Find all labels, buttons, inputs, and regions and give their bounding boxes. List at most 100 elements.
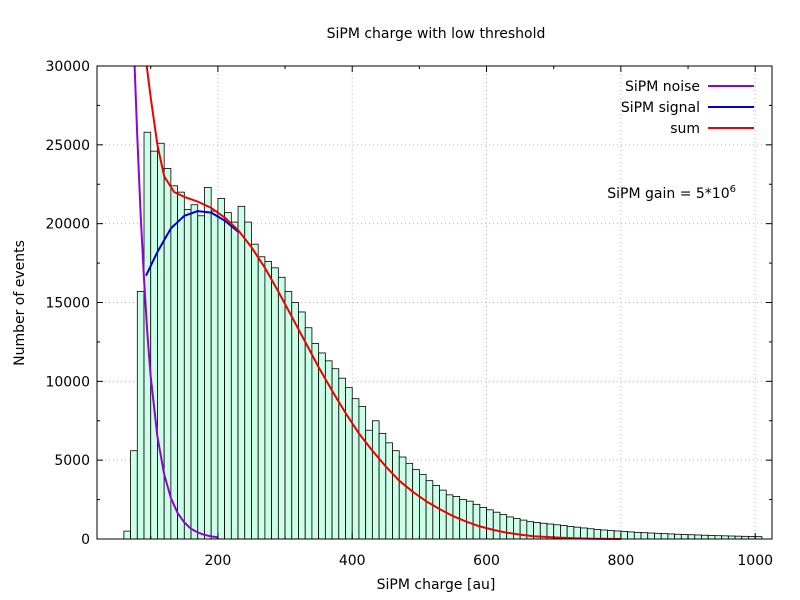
histogram-bar bbox=[586, 528, 595, 540]
histogram-bar bbox=[432, 484, 440, 540]
histogram-bar bbox=[418, 473, 427, 540]
y-tick-label: 10000 bbox=[45, 374, 90, 390]
histogram-bar bbox=[499, 514, 508, 540]
histogram-bar bbox=[298, 311, 306, 540]
histogram-bar bbox=[304, 327, 313, 540]
histogram-bar bbox=[654, 532, 662, 540]
histogram-bar bbox=[660, 533, 669, 540]
histogram-bar bbox=[607, 530, 615, 540]
y-tick-label: 15000 bbox=[45, 296, 90, 312]
x-tick-label: 1000 bbox=[737, 553, 773, 569]
histogram-bar bbox=[217, 198, 226, 540]
y-tick-label: 30000 bbox=[45, 59, 90, 75]
histogram-bar bbox=[291, 302, 299, 540]
axis-ticks: 200 400 600 800 1000050001000015000200002500… bbox=[45, 59, 773, 569]
histogram-bar bbox=[224, 212, 232, 540]
y-axis-title: Number of events bbox=[12, 240, 28, 366]
histogram-bar bbox=[466, 500, 474, 540]
histogram-bar bbox=[506, 516, 514, 540]
histogram-bar bbox=[190, 204, 199, 540]
histogram-bar bbox=[385, 442, 393, 540]
histogram-bar bbox=[257, 256, 266, 540]
histogram-bar bbox=[277, 276, 286, 540]
y-tick-label: 20000 bbox=[45, 217, 90, 233]
histogram-bar bbox=[620, 531, 628, 540]
histogram-bar bbox=[264, 261, 273, 540]
x-tick-label: 400 bbox=[339, 553, 366, 569]
y-tick-label: 0 bbox=[81, 532, 90, 548]
x-tick-label: 200 bbox=[205, 553, 232, 569]
histogram-bar bbox=[492, 511, 501, 540]
histogram-bar bbox=[170, 185, 178, 540]
histogram-bar bbox=[244, 221, 252, 540]
histogram-bar bbox=[707, 535, 716, 540]
histogram-bar bbox=[405, 462, 414, 540]
histogram-bar bbox=[425, 480, 434, 540]
histogram-bar bbox=[513, 518, 521, 540]
histogram-bar bbox=[230, 221, 239, 540]
histogram-bar bbox=[204, 187, 212, 540]
legend-label: sum bbox=[670, 121, 700, 137]
gain-annotation-superscript: 6 bbox=[730, 184, 736, 195]
x-tick-label: 800 bbox=[608, 553, 635, 569]
histogram-bar bbox=[237, 205, 246, 540]
histogram-bar bbox=[593, 529, 602, 540]
histogram-bar bbox=[613, 530, 622, 540]
histogram-bar bbox=[136, 291, 145, 540]
histogram-bar bbox=[157, 142, 165, 540]
histogram-bar bbox=[311, 343, 320, 540]
series-line-sum bbox=[145, 65, 621, 540]
histogram-bar bbox=[674, 533, 682, 540]
histogram-bar bbox=[271, 267, 279, 540]
y-tick-label: 5000 bbox=[54, 453, 90, 469]
gain-annotation-text: SiPM gain = 5*10 bbox=[607, 186, 729, 202]
gain-annotation: SiPM gain = 5*106 bbox=[607, 184, 736, 202]
histogram-bar bbox=[640, 532, 649, 540]
histogram-bar bbox=[486, 509, 494, 540]
histogram-bar bbox=[680, 534, 689, 540]
series-line-sipm-signal bbox=[145, 210, 239, 277]
histogram-bar bbox=[358, 406, 367, 540]
histogram-bar bbox=[378, 432, 387, 540]
histogram-bar bbox=[398, 456, 407, 540]
series-line-sipm-noise bbox=[133, 65, 219, 539]
histogram-bar bbox=[445, 494, 454, 540]
histogram-bar bbox=[371, 420, 380, 540]
histogram-bar bbox=[284, 291, 293, 540]
histogram-bar bbox=[694, 534, 702, 540]
fit-curves bbox=[133, 65, 621, 540]
histogram-bar bbox=[345, 387, 353, 540]
histogram-bar bbox=[392, 450, 400, 540]
histogram-bar bbox=[318, 352, 326, 540]
histogram-bar bbox=[647, 532, 655, 540]
histogram-bar bbox=[412, 469, 420, 540]
x-tick-label: 600 bbox=[473, 553, 500, 569]
histogram-bar bbox=[123, 530, 131, 540]
histogram-bar bbox=[633, 531, 642, 540]
histogram-bar bbox=[130, 450, 138, 540]
histogram-bar bbox=[701, 534, 709, 540]
histogram-bar bbox=[479, 507, 487, 540]
histogram-bar bbox=[472, 503, 481, 540]
histogram-bar bbox=[687, 534, 696, 540]
x-axis-title: SiPM charge [au] bbox=[377, 577, 496, 593]
histogram-bar bbox=[183, 209, 192, 540]
legend-label: SiPM noise bbox=[625, 79, 700, 95]
histogram-bar bbox=[667, 533, 676, 540]
histogram-bar bbox=[150, 150, 158, 540]
histogram-bar bbox=[210, 210, 219, 540]
histogram-bar bbox=[439, 489, 447, 540]
histogram-bar bbox=[600, 529, 608, 540]
legend: SiPM noise SiPM signal sum bbox=[621, 79, 754, 137]
chart-title: SiPM charge with low threshold bbox=[327, 26, 546, 42]
legend-label: SiPM signal bbox=[621, 100, 700, 116]
y-tick-label: 25000 bbox=[45, 138, 90, 154]
histogram-bar bbox=[351, 398, 360, 540]
histogram-bar bbox=[177, 191, 185, 540]
histogram-bar bbox=[251, 243, 259, 540]
histogram-bar bbox=[197, 215, 205, 540]
histogram-bar bbox=[580, 527, 588, 540]
histogram-bar bbox=[627, 531, 635, 540]
